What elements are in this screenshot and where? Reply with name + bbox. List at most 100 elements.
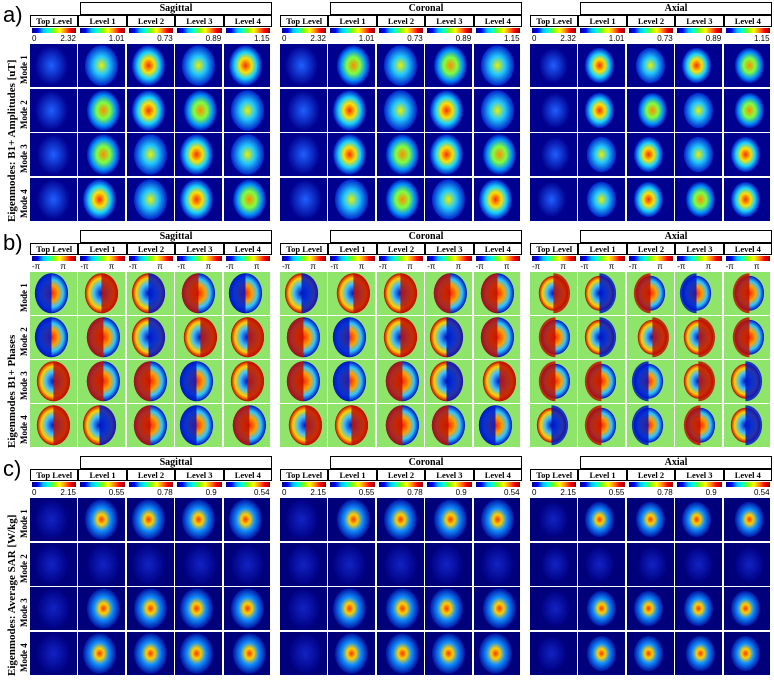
- field-map-image: [126, 542, 174, 586]
- map-cell: [78, 272, 126, 315]
- field-map-image: [626, 498, 674, 541]
- mode-label: Mode 4: [19, 643, 29, 672]
- field-map-image: [175, 133, 223, 176]
- colorbar-max-label: 0.55: [108, 488, 125, 497]
- level-header: Level 1: [578, 469, 627, 481]
- map-cell: [425, 177, 473, 221]
- map-cell: [723, 177, 771, 221]
- field-map-image: [473, 133, 521, 176]
- colorbar: [80, 28, 125, 33]
- map-cell: [425, 498, 473, 541]
- field-map-image: [78, 133, 126, 176]
- field-map-image: [530, 133, 577, 176]
- map-cell: [223, 587, 271, 630]
- field-map-image: [223, 177, 271, 221]
- field-map-image: [78, 177, 126, 221]
- colorbar-max-label: 1.15: [254, 34, 270, 43]
- y-axis-label: Eigenmodes: B1+ Amplitudes [uT]: [6, 59, 18, 222]
- level-header: Level 1: [78, 15, 127, 27]
- field-map-image: [175, 88, 223, 132]
- view-title: Sagittal: [80, 230, 272, 243]
- field-map-image: [376, 88, 424, 132]
- field-map-image: [425, 177, 473, 221]
- colorbar-max-label: π: [157, 262, 163, 271]
- map-cell: [626, 316, 674, 359]
- field-map-image: [530, 587, 577, 630]
- map-cell: [723, 272, 771, 315]
- mode-label: Mode 1: [19, 509, 29, 539]
- level-header: Top Level: [530, 243, 579, 255]
- map-cell: [425, 542, 473, 586]
- field-map-image: [328, 542, 376, 586]
- colorbar-min-label: -π: [80, 262, 89, 271]
- colorbar: [330, 256, 375, 261]
- field-map-image: [675, 44, 723, 87]
- level-header: Level 3: [675, 243, 724, 255]
- level-header: Level 2: [126, 243, 176, 255]
- field-map-image: [530, 316, 577, 359]
- colorbar: [32, 256, 77, 261]
- field-map-image: [675, 631, 723, 675]
- map-cell: [473, 272, 521, 315]
- map-cell: [425, 360, 473, 403]
- map-cell: [223, 404, 271, 447]
- level-header: Level 3: [425, 15, 474, 27]
- map-cell: [376, 133, 424, 176]
- field-map-image: [723, 316, 771, 359]
- field-map-image: [328, 498, 376, 541]
- map-cell: [223, 316, 271, 359]
- map-cell: [30, 498, 77, 541]
- level-header: Level 3: [675, 15, 724, 27]
- field-map-image: [78, 631, 126, 675]
- field-map-image: [78, 404, 126, 447]
- image-grid: [30, 272, 272, 448]
- field-map-image: [626, 316, 674, 359]
- colorbar: [725, 482, 770, 487]
- level-header: Level 1: [328, 15, 377, 27]
- field-map-image: [473, 316, 521, 359]
- mode-label: Mode 3: [19, 598, 29, 628]
- level-header: Level 3: [175, 15, 224, 27]
- colorbar-max-label: 0.73: [407, 34, 423, 43]
- view-title: Coronal: [330, 2, 522, 15]
- colorbar-min-label: -π: [677, 262, 686, 271]
- level-header: Top Level: [30, 243, 79, 255]
- map-cell: [626, 404, 674, 447]
- colorbar-min-label: 0: [32, 34, 37, 43]
- field-map-image: [223, 88, 271, 132]
- field-map-image: [280, 177, 327, 221]
- field-map-image: [675, 587, 723, 630]
- map-cell: [175, 404, 223, 447]
- map-cell: [328, 88, 376, 132]
- map-cell: [425, 631, 473, 675]
- field-map-image: [530, 88, 577, 132]
- field-map-image: [175, 360, 223, 403]
- level-header: Level 4: [723, 15, 772, 27]
- field-map-image: [328, 360, 376, 403]
- level-header: Level 4: [473, 469, 522, 481]
- map-cell: [675, 587, 723, 630]
- map-cell: [675, 498, 723, 541]
- field-map-image: [473, 631, 521, 675]
- map-cell: [126, 631, 174, 675]
- colorbar-max-label: 0.55: [608, 488, 625, 497]
- map-cell: [328, 316, 376, 359]
- map-cell: [280, 272, 327, 315]
- map-cell: [280, 498, 327, 541]
- mode-label: Mode 1: [19, 283, 29, 312]
- field-map-image: [425, 316, 473, 359]
- map-cell: [723, 631, 771, 675]
- field-map-image: [376, 631, 424, 675]
- field-map-image: [78, 272, 126, 315]
- field-map-image: [626, 542, 674, 586]
- map-cell: [723, 44, 771, 87]
- map-cell: [175, 177, 223, 221]
- colorbar-min-label: 0: [532, 34, 537, 43]
- level-header: Level 2: [626, 15, 676, 27]
- map-cell: [328, 44, 376, 87]
- field-map-image: [626, 133, 674, 176]
- colorbar: [628, 482, 674, 487]
- field-map-image: [223, 542, 271, 586]
- level-header: Level 3: [675, 469, 724, 481]
- colorbar-max-label: 0.89: [705, 34, 722, 43]
